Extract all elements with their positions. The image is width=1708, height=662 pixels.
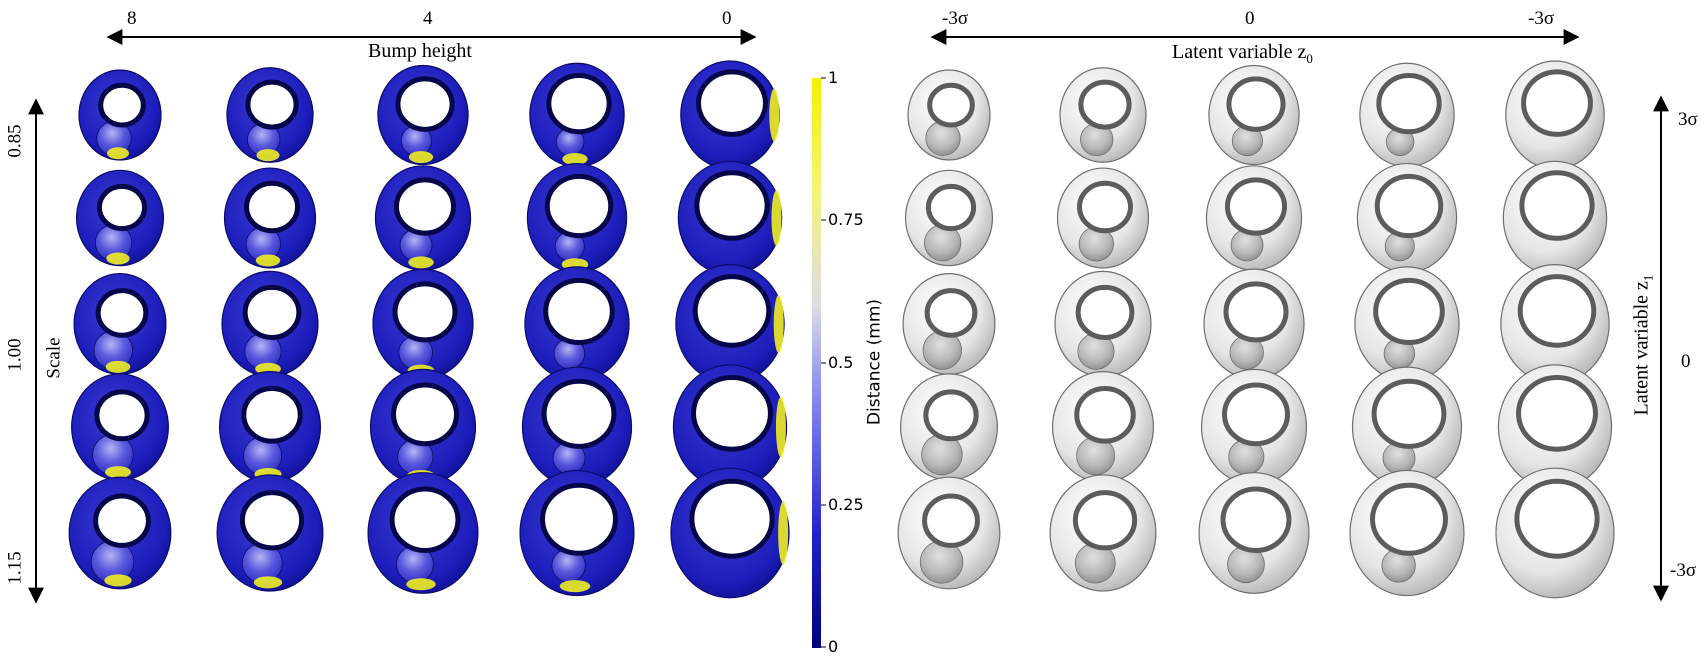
right-mesh-r5-c3 xyxy=(1198,472,1310,594)
colorbar-tick-0: 0 xyxy=(828,637,839,656)
latent-z1-tick-center: 0 xyxy=(1681,351,1691,372)
right-mesh-r2-c5 xyxy=(1502,160,1608,276)
latent-z0-tick-right: -3σ xyxy=(1528,8,1555,29)
left-mesh-r4-c3 xyxy=(369,368,477,486)
left-mesh-r5-c1 xyxy=(68,476,172,590)
left-mesh-r2-c1 xyxy=(75,169,165,267)
left-mesh-r2-c2 xyxy=(223,167,317,269)
right-mesh-r1-c1 xyxy=(907,69,991,161)
right-mesh-r5-c2 xyxy=(1049,474,1157,592)
left-mesh-r3-c3 xyxy=(372,268,474,380)
colorbar-tick-0-75: 0.75 xyxy=(828,210,864,229)
bump-height-tick-0: 0 xyxy=(722,8,732,29)
left-mesh-r3-c2 xyxy=(221,270,319,378)
latent-z1-tick-bottom: -3σ xyxy=(1670,560,1697,581)
colorbar-tick-0-25: 0.25 xyxy=(828,495,864,514)
left-mesh-r5-c2 xyxy=(216,474,324,592)
colorbar-tick-0-5: 0.5 xyxy=(828,353,854,372)
bump-height-tick-4: 4 xyxy=(423,8,433,29)
scale-tick-0-85: 0.85 xyxy=(4,124,26,158)
left-mesh-r3-c4 xyxy=(524,266,630,382)
right-mesh-r4-c3 xyxy=(1200,368,1308,486)
latent-z0-tick-left: -3σ xyxy=(942,8,969,29)
right-mesh-r3-c4 xyxy=(1354,266,1460,382)
left-mesh-r1-c3 xyxy=(377,64,469,166)
left-mesh-r3-c1 xyxy=(73,273,167,376)
right-mesh-r4-c1 xyxy=(900,373,998,481)
latent-z0-label: Latent variable z0 xyxy=(1172,42,1313,65)
left-mesh-r1-c5 xyxy=(680,60,780,170)
latent-z1-label-text: Latent variable z xyxy=(1630,281,1653,416)
latent-z0-label-text: Latent variable z xyxy=(1172,41,1307,63)
left-mesh-r2-c4 xyxy=(526,162,628,274)
right-mesh-r2-c2 xyxy=(1056,167,1150,269)
colorbar-tick-1: 1 xyxy=(828,68,839,87)
right-mesh-r3-c5 xyxy=(1500,264,1610,385)
right-mesh-r1-c3 xyxy=(1208,64,1300,166)
right-mesh-r4-c5 xyxy=(1497,364,1613,490)
left-mesh-r4-c5 xyxy=(672,364,788,490)
right-mesh-r1-c5 xyxy=(1505,60,1605,170)
left-mesh-r3-c5 xyxy=(675,264,785,385)
latent-z1-label-subscript: 1 xyxy=(1640,274,1656,282)
left-mesh-r2-c3 xyxy=(374,165,472,271)
right-mesh-r5-c1 xyxy=(897,476,1001,590)
bump-height-label: Bump height xyxy=(368,40,472,62)
left-mesh-r5-c3 xyxy=(367,472,479,594)
right-mesh-r5-c5 xyxy=(1495,467,1615,599)
colorbar xyxy=(812,78,821,648)
right-mesh-r2-c1 xyxy=(904,169,994,267)
right-mesh-r4-c2 xyxy=(1051,371,1155,483)
left-mesh-r1-c2 xyxy=(226,67,314,163)
latent-z1-tick-top: 3σ xyxy=(1678,109,1698,130)
right-mesh-r2-c3 xyxy=(1205,165,1303,271)
latent-z1-label: Latent variable z1 xyxy=(1630,274,1656,416)
colorbar-label: Distance (mm) xyxy=(864,298,885,426)
right-mesh-r1-c2 xyxy=(1059,67,1147,163)
right-mesh-r1-c4 xyxy=(1359,62,1455,168)
left-mesh-r4-c2 xyxy=(218,371,322,483)
right-mesh-r3-c2 xyxy=(1054,270,1152,378)
right-mesh-r5-c4 xyxy=(1349,469,1465,597)
bump-height-tick-8: 8 xyxy=(127,8,137,29)
colorbar-ticks xyxy=(821,77,826,648)
left-mesh-r4-c4 xyxy=(521,366,633,488)
latent-z0-tick-center: 0 xyxy=(1245,8,1255,29)
scale-tick-1-15: 1.15 xyxy=(4,551,26,585)
scale-label: Scale xyxy=(43,337,65,379)
latent-z0-label-subscript: 0 xyxy=(1306,51,1313,66)
right-mesh-r3-c1 xyxy=(902,273,996,376)
right-mesh-r4-c4 xyxy=(1351,366,1463,488)
left-mesh-grid xyxy=(68,60,790,599)
right-mesh-grid xyxy=(897,60,1615,599)
left-mesh-r5-c4 xyxy=(519,469,635,597)
left-mesh-r2-c5 xyxy=(677,160,783,276)
scale-tick-1-00: 1.00 xyxy=(4,338,26,372)
left-mesh-r5-c5 xyxy=(670,467,790,599)
right-mesh-r2-c4 xyxy=(1356,162,1458,274)
left-mesh-r1-c4 xyxy=(529,62,625,168)
left-mesh-r1-c1 xyxy=(78,69,162,161)
left-mesh-r4-c1 xyxy=(71,373,169,481)
right-mesh-r3-c3 xyxy=(1203,268,1305,380)
